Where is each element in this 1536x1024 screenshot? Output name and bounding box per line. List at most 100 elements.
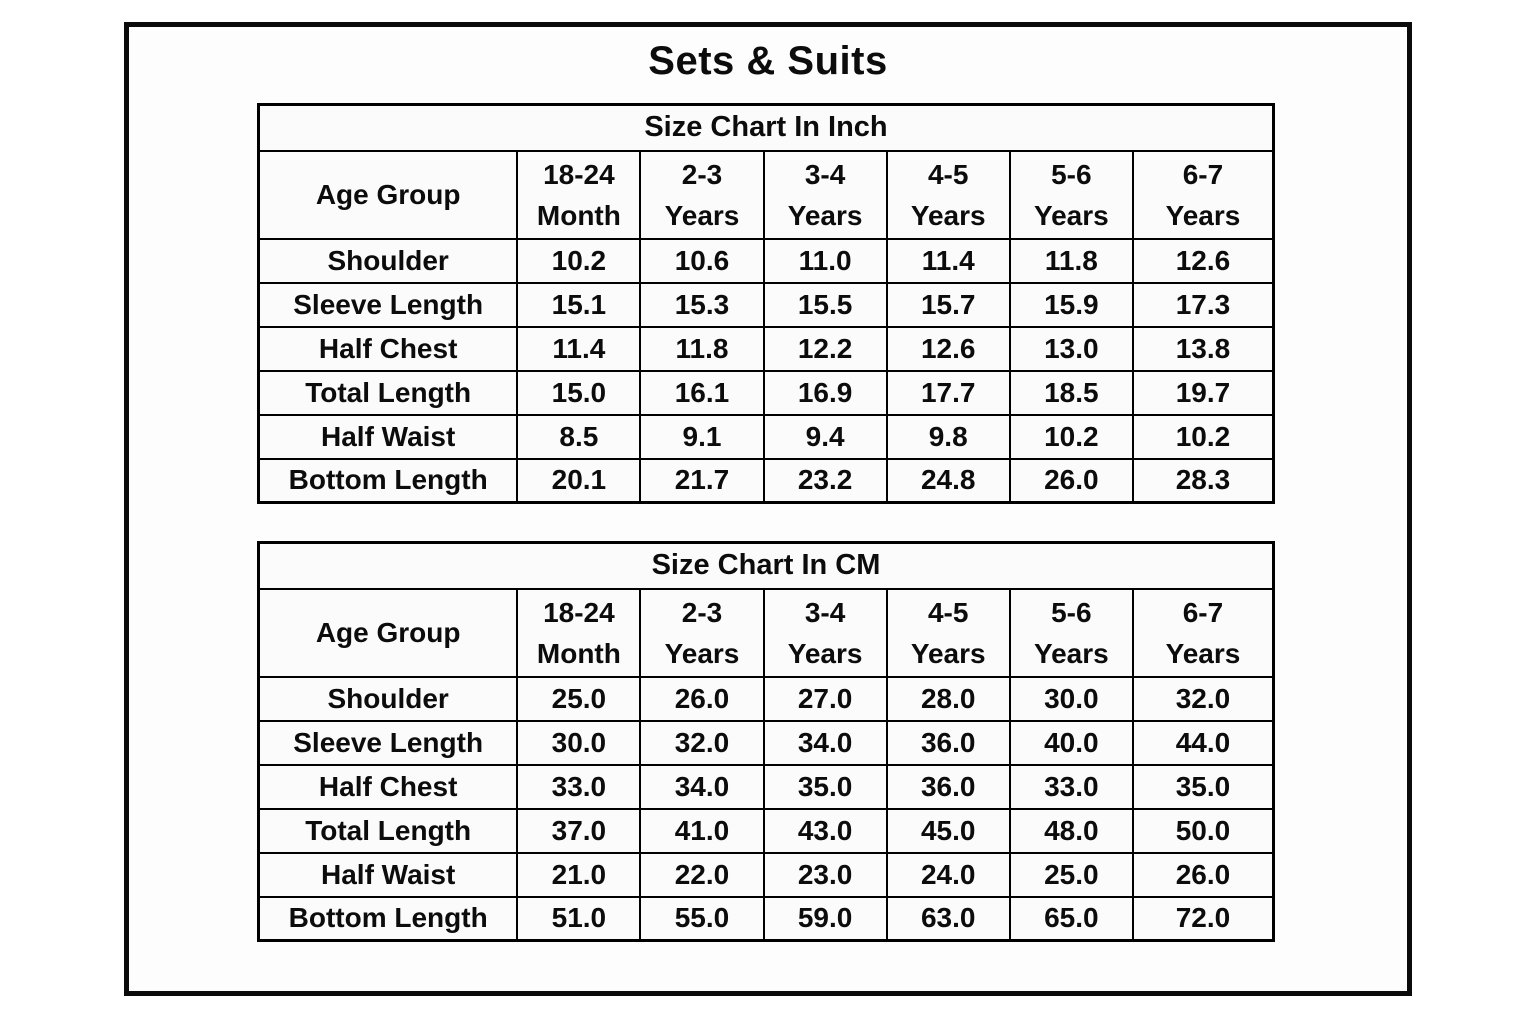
row-label: Shoulder <box>257 237 519 284</box>
outer-frame: Sets & Suits Size Chart In Inch Age Group… <box>124 22 1412 996</box>
size-value-cell: 37.0 <box>516 807 642 854</box>
size-value-cell: 17.7 <box>885 369 1011 416</box>
size-value-cell: 17.3 <box>1131 281 1275 328</box>
size-value-cell: 63.0 <box>885 895 1011 942</box>
table-row: Bottom Length 51.0 55.0 59.0 63.0 65.0 72.0 <box>257 895 1275 942</box>
size-value-cell: 44.0 <box>1131 719 1275 766</box>
size-value-cell: 28.0 <box>885 675 1011 722</box>
header-age-column: 6-7 Years <box>1131 587 1275 678</box>
header-age-column: 2-3 Years <box>639 149 765 240</box>
size-value-cell: 34.0 <box>762 719 888 766</box>
size-chart-cm-table: Size Chart In CM Age Group 18-24 Month 2-3 Ye… <box>257 541 1275 942</box>
table-row: Sleeve Length 15.1 15.3 15.5 15.7 15.9 17.3 <box>257 281 1275 328</box>
table-row: Shoulder 10.2 10.6 11.0 11.4 11.8 12.6 <box>257 237 1275 284</box>
size-value-cell: 10.2 <box>1131 413 1275 460</box>
table-row: Half Chest 11.4 11.8 12.2 12.6 13.0 13.8 <box>257 325 1275 372</box>
size-value-cell: 10.2 <box>1008 413 1134 460</box>
size-value-cell: 11.8 <box>1008 237 1134 284</box>
header-age-column-line1: 4-5 <box>927 596 969 628</box>
size-value-cell: 36.0 <box>885 763 1011 810</box>
size-value-cell: 55.0 <box>639 895 765 942</box>
header-age-column-line2: Years <box>787 199 863 231</box>
header-age-column: 4-5 Years <box>885 587 1011 678</box>
size-value-cell: 48.0 <box>1008 807 1134 854</box>
size-value-cell: 11.4 <box>885 237 1011 284</box>
size-value-cell: 11.4 <box>516 325 642 372</box>
size-value-cell: 21.7 <box>639 457 765 504</box>
header-age-column-line1: 6-7 <box>1182 596 1224 628</box>
size-value-cell: 12.6 <box>885 325 1011 372</box>
size-value-cell: 36.0 <box>885 719 1011 766</box>
row-label: Sleeve Length <box>257 719 519 766</box>
header-age-column-line1: 4-5 <box>927 158 969 190</box>
size-value-cell: 10.2 <box>516 237 642 284</box>
size-value-cell: 11.8 <box>639 325 765 372</box>
size-value-cell: 27.0 <box>762 675 888 722</box>
row-label: Half Chest <box>257 763 519 810</box>
header-age-column-line1: 3-4 <box>804 158 846 190</box>
table-row: Half Chest 33.0 34.0 35.0 36.0 33.0 35.0 <box>257 763 1275 810</box>
header-age-column: 3-4 Years <box>762 149 888 240</box>
size-value-cell: 22.0 <box>639 851 765 898</box>
header-age-column-line1: 2-3 <box>681 596 723 628</box>
header-age-column-line1: 5-6 <box>1051 158 1092 190</box>
size-value-cell: 21.0 <box>516 851 642 898</box>
table-title: Size Chart In CM <box>257 541 1275 590</box>
row-label: Total Length <box>257 369 519 416</box>
size-value-cell: 26.0 <box>639 675 765 722</box>
size-value-cell: 23.2 <box>762 457 888 504</box>
header-age-column-line2: Years <box>787 637 863 669</box>
size-value-cell: 28.3 <box>1131 457 1275 504</box>
size-value-cell: 24.0 <box>885 851 1011 898</box>
size-value-cell: 12.6 <box>1131 237 1275 284</box>
table-row: Half Waist 8.5 9.1 9.4 9.8 10.2 10.2 <box>257 413 1275 460</box>
size-value-cell: 15.5 <box>762 281 888 328</box>
size-chart-inch-table: Size Chart In Inch Age Group 18-24 Month 2-3… <box>257 103 1275 504</box>
table-row: Sleeve Length 30.0 32.0 34.0 36.0 40.0 44.0 <box>257 719 1275 766</box>
size-value-cell: 10.6 <box>639 237 765 284</box>
size-value-cell: 13.8 <box>1131 325 1275 372</box>
size-value-cell: 9.4 <box>762 413 888 460</box>
header-age-column: 5-6 Years <box>1008 587 1134 678</box>
header-age-column-line2: Years <box>1033 637 1109 669</box>
size-value-cell: 19.7 <box>1131 369 1275 416</box>
size-value-cell: 8.5 <box>516 413 642 460</box>
table-row: Total Length 15.0 16.1 16.9 17.7 18.5 19.7 <box>257 369 1275 416</box>
header-age-column: 2-3 Years <box>639 587 765 678</box>
row-label: Bottom Length <box>257 457 519 504</box>
header-age-column-line2: Years <box>664 637 740 669</box>
size-value-cell: 72.0 <box>1131 895 1275 942</box>
table-title: Size Chart In Inch <box>257 103 1275 152</box>
header-age-column-line1: 18-24 <box>543 158 615 190</box>
header-age-column-line1: 6-7 <box>1182 158 1224 190</box>
size-value-cell: 11.0 <box>762 237 888 284</box>
header-age-column: 4-5 Years <box>885 149 1011 240</box>
size-value-cell: 23.0 <box>762 851 888 898</box>
table-row: Total Length 37.0 41.0 43.0 45.0 48.0 50.0 <box>257 807 1275 854</box>
header-age-column-line1: 5-6 <box>1051 596 1092 628</box>
row-label: Sleeve Length <box>257 281 519 328</box>
size-value-cell: 13.0 <box>1008 325 1134 372</box>
size-value-cell: 12.2 <box>762 325 888 372</box>
size-value-cell: 65.0 <box>1008 895 1134 942</box>
table-row: Shoulder 25.0 26.0 27.0 28.0 30.0 32.0 <box>257 675 1275 722</box>
size-value-cell: 32.0 <box>1131 675 1275 722</box>
header-age-column-line1: 2-3 <box>681 158 723 190</box>
table-row: Half Waist 21.0 22.0 23.0 24.0 25.0 26.0 <box>257 851 1275 898</box>
size-value-cell: 40.0 <box>1008 719 1134 766</box>
size-value-cell: 41.0 <box>639 807 765 854</box>
size-value-cell: 43.0 <box>762 807 888 854</box>
size-value-cell: 30.0 <box>516 719 642 766</box>
header-age-column-line1: 18-24 <box>543 596 615 628</box>
size-value-cell: 26.0 <box>1131 851 1275 898</box>
header-age-column-line2: Years <box>910 199 986 231</box>
row-label: Half Waist <box>257 413 519 460</box>
size-value-cell: 15.9 <box>1008 281 1134 328</box>
size-value-cell: 15.1 <box>516 281 642 328</box>
size-value-cell: 15.7 <box>885 281 1011 328</box>
size-value-cell: 34.0 <box>639 763 765 810</box>
header-age-group: Age Group <box>257 149 519 240</box>
header-age-column-line2: Years <box>1165 199 1241 231</box>
header-age-column: 5-6 Years <box>1008 149 1134 240</box>
